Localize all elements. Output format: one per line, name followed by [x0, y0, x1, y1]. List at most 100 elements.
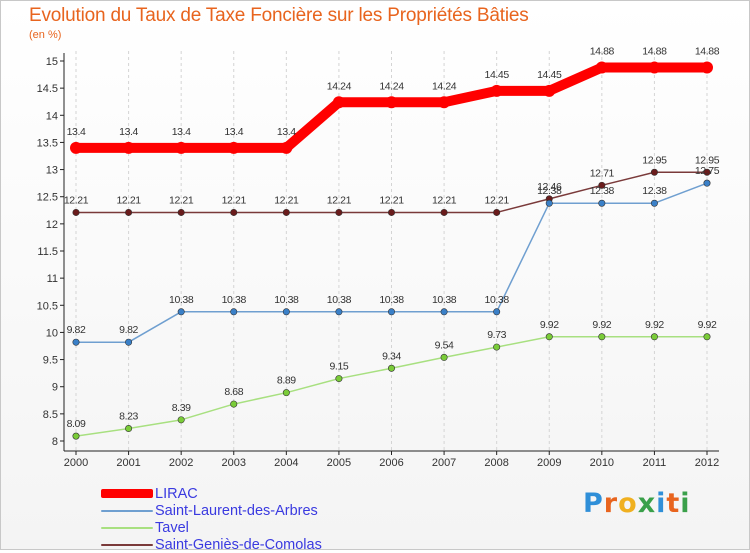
x-tick-label: 2006: [379, 457, 403, 469]
data-label: 14.24: [327, 80, 352, 92]
legend-label: Saint-Laurent-des-Arbres: [155, 502, 318, 519]
data-label: 9.15: [329, 361, 348, 373]
legend-swatch: [101, 543, 153, 546]
data-labels: 12.21 12.21 12.21 12.21 12.21 12.21 12.21 12.21…: [64, 46, 720, 431]
data-point: [177, 208, 185, 216]
data-label: 9.92: [592, 319, 611, 331]
unit-label: (en %): [29, 29, 62, 41]
data-label: 12.95: [642, 154, 667, 166]
data-label: 13.4: [277, 126, 296, 138]
logo-letter: i: [680, 488, 691, 519]
data-point: [440, 353, 448, 361]
data-label: 14.88: [642, 46, 667, 58]
data-label: 8.39: [172, 402, 191, 414]
data-point: [282, 308, 290, 316]
data-label: 9.73: [487, 329, 506, 341]
data-label: 12.21: [432, 194, 457, 206]
data-label: 12.21: [379, 194, 404, 206]
data-point: [177, 416, 185, 424]
data-point: [230, 400, 238, 408]
data-label: 12.71: [590, 167, 615, 179]
legend-item-saint-laurent[interactable]: Saint-Laurent-des-Arbres: [101, 502, 322, 519]
legend: LIRAC Saint-Laurent-des-Arbres Tavel Sai…: [101, 485, 322, 553]
y-tick-label: 8.5: [43, 409, 58, 421]
data-point: [280, 141, 293, 154]
data-label: 12.21: [274, 194, 299, 206]
logo-letter: i: [656, 488, 667, 519]
data-label: 13.4: [67, 126, 86, 138]
proxiti-logo: Proxiti: [583, 488, 691, 519]
logo-letter: t: [666, 488, 681, 519]
data-point: [335, 375, 343, 383]
legend-swatch: [101, 509, 153, 512]
data-point: [70, 141, 82, 154]
x-tick-label: 2000: [64, 457, 88, 469]
y-tick-label: 9: [52, 382, 58, 394]
legend-item-lirac[interactable]: LIRAC: [101, 485, 322, 502]
x-tick-label: 2008: [484, 457, 508, 469]
y-tick-label: 9.5: [43, 355, 58, 367]
y-tick-label: 12: [46, 219, 58, 231]
data-point: [543, 84, 556, 97]
data-label: 9.82: [67, 324, 86, 336]
data-label: 9.54: [435, 339, 454, 351]
x-tick-label: 2004: [274, 457, 298, 469]
data-label: 12.21: [327, 194, 352, 206]
series-lines: [70, 61, 713, 440]
data-point: [387, 208, 395, 216]
data-point: [490, 84, 503, 97]
data-point: [335, 208, 343, 216]
legend-label: Tavel: [155, 519, 189, 536]
legend-item-saint-genies[interactable]: Saint-Geniès-de-Comolas: [101, 536, 322, 553]
data-point: [125, 208, 133, 216]
legend-label: LIRAC: [155, 485, 198, 502]
data-point: [282, 208, 290, 216]
data-label: 9.34: [382, 350, 401, 362]
data-label: 12.38: [590, 185, 615, 197]
y-tick-label: 15: [46, 56, 58, 68]
data-label: 14.24: [432, 80, 457, 92]
y-tick-label: 11.5: [37, 246, 58, 258]
data-label: 8.23: [119, 411, 138, 423]
axes: 8 8.5 9 9.5 10 10.5 11 11.5 12 12.5 13 13.5 14 14.5 15…: [37, 53, 719, 469]
data-label: 14.45: [485, 69, 510, 81]
data-point: [438, 96, 451, 109]
data-point: [598, 333, 606, 341]
data-point: [650, 333, 658, 341]
legend-item-tavel[interactable]: Tavel: [101, 519, 322, 536]
data-label: 10.38: [327, 294, 352, 306]
legend-swatch: [101, 489, 153, 498]
data-label: 12.46: [537, 181, 562, 193]
data-point: [122, 141, 135, 154]
data-label: 12.21: [116, 194, 141, 206]
data-point: [177, 308, 185, 316]
data-label: 10.38: [222, 294, 247, 306]
data-label: 12.21: [485, 194, 510, 206]
data-point: [230, 308, 238, 316]
data-point: [703, 179, 711, 187]
x-tick-label: 2005: [327, 457, 351, 469]
data-label: 13.4: [172, 126, 191, 138]
data-label: 13.4: [119, 126, 138, 138]
x-tick-label: 2002: [169, 457, 193, 469]
data-point: [72, 208, 80, 216]
data-point: [701, 61, 713, 74]
chart-title: Evolution du Taux de Taxe Foncière sur l…: [29, 5, 529, 26]
data-point: [332, 96, 345, 109]
data-point: [440, 308, 448, 316]
data-label: 14.88: [695, 46, 720, 58]
data-point: [282, 389, 290, 397]
x-tick-label: 2003: [222, 457, 246, 469]
logo-letter: x: [637, 488, 657, 519]
data-label: 10.38: [379, 294, 404, 306]
data-label: 10.38: [432, 294, 457, 306]
x-tick-label: 2009: [537, 457, 561, 469]
legend-swatch: [101, 526, 153, 529]
data-point: [72, 432, 80, 440]
data-label: 9.92: [540, 319, 559, 331]
y-tick-label: 14.5: [37, 83, 58, 95]
data-point: [650, 168, 658, 176]
grid-lines: [75, 51, 708, 450]
